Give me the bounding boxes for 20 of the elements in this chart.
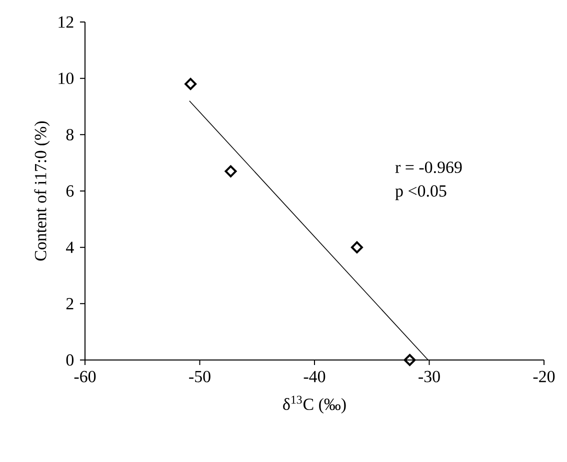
x-axis-title: δ$^{13}$C (‰) xyxy=(283,396,346,414)
point xyxy=(404,354,416,366)
y-tick-label: 4 xyxy=(66,242,74,253)
y-tick-label: 0 xyxy=(66,354,74,366)
annotation: r = -0.969 xyxy=(395,162,462,174)
annotation: p <0.05 xyxy=(395,185,446,200)
y-tick-label: 2 xyxy=(66,298,74,310)
point xyxy=(224,165,237,178)
x-tick-label: -30 xyxy=(418,370,440,382)
x-tick-label: -60 xyxy=(74,370,96,382)
y-tick-label: 8 xyxy=(66,128,74,140)
point xyxy=(350,241,363,254)
point xyxy=(184,78,197,90)
y-tick-label: 10 xyxy=(58,72,74,84)
x-tick-label: -40 xyxy=(304,370,326,382)
x-tick-label: -20 xyxy=(533,370,555,382)
y-tick-label: 6 xyxy=(66,185,74,197)
y-axis-title: Content of i17:0 (%) xyxy=(34,121,50,261)
x-tick-label: -50 xyxy=(189,370,210,382)
y-tick-label: 12 xyxy=(58,16,74,28)
